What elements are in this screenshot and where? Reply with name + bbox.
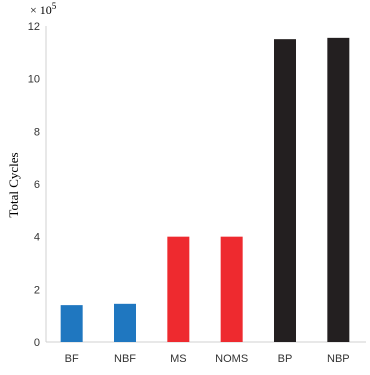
y-axis-label: Total Cycles (6, 152, 21, 217)
bars (60, 37, 350, 343)
x-tick-label-bf: BF (65, 353, 79, 365)
y-multiplier: × 105 (30, 1, 57, 17)
y-multiplier-base: × 10 (30, 3, 52, 17)
y-tick-label: 10 (28, 74, 40, 86)
x-tick-labels: BF NBF MS NOMS BP NBP (65, 353, 350, 365)
y-tick-label: 6 (34, 179, 40, 191)
x-tick-label-nbp: NBP (327, 353, 350, 365)
y-tick-label: 8 (34, 126, 40, 138)
x-tick-label-bp: BP (278, 353, 293, 365)
bar-ms (167, 236, 190, 342)
bar-nbp (327, 37, 350, 342)
bar-bp (274, 39, 296, 343)
y-multiplier-exponent: 5 (52, 1, 57, 11)
y-tick-label: 4 (34, 232, 40, 244)
x-tick-label-noms: NOMS (215, 353, 248, 365)
x-tick-label-nbf: NBF (114, 353, 136, 365)
bar-bf (60, 305, 83, 342)
y-ticks: 0 2 4 6 8 10 12 (28, 21, 40, 349)
bar-noms (220, 236, 243, 342)
y-tick-label: 0 (34, 337, 40, 349)
bar-nbf (114, 303, 136, 342)
x-tick-label-ms: MS (170, 353, 187, 365)
y-tick-label: 12 (28, 21, 40, 33)
y-tick-label: 2 (34, 284, 40, 296)
